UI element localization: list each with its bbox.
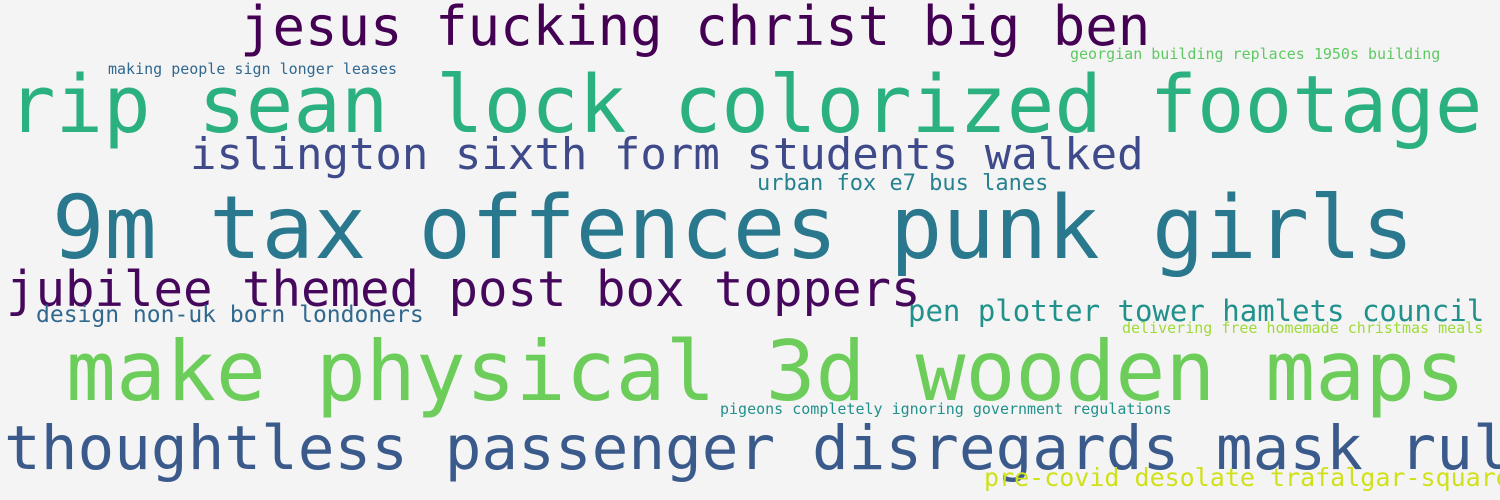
phrase-pen-plotter: pen plotter tower hamlets council <box>908 294 1485 328</box>
phrase-non-uk-londoners: design non-uk born londoners <box>36 302 424 328</box>
phrase-wooden-maps: make physical 3d wooden maps <box>66 323 1466 420</box>
phrase-christmas-meals: delivering free homemade christmas meals <box>1122 319 1484 337</box>
phrase-rip-sean-lock: rip sean lock colorized footage <box>8 59 1483 151</box>
phrase-pigeons: pigeons completely ignoring government r… <box>720 400 1172 418</box>
phrase-islington-students: islington sixth form students walked <box>190 129 1144 180</box>
phrase-longer-leases: making people sign longer leases <box>108 60 397 78</box>
phrase-9m-tax-offences: 9m tax offences punk girls <box>52 177 1414 279</box>
phrase-jubilee-post-box: jubilee themed post box toppers <box>6 261 921 318</box>
phrase-trafalgar-square: pre-covid desolate trafalgar-square <box>984 463 1500 492</box>
phrase-jesus-big-ben: jesus fucking christ big ben <box>240 0 1151 58</box>
phrase-mask-rules: thoughtless passenger disregards mask ru… <box>4 413 1500 484</box>
phrase-georgian-building: georgian building replaces 1950s buildin… <box>1070 45 1441 63</box>
phrase-urban-fox: urban fox e7 bus lanes <box>757 171 1049 196</box>
